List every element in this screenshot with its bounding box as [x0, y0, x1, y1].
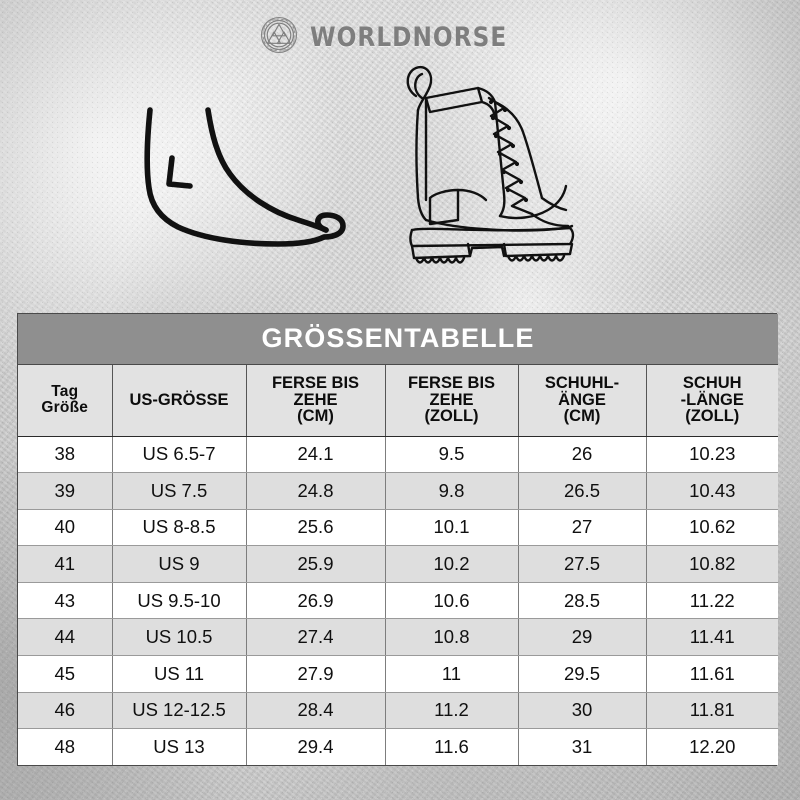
cell-r0-c2: 24.1 [246, 436, 386, 474]
cell-r3-c2: 25.9 [246, 545, 386, 583]
cell-r4-c3: 10.6 [385, 582, 519, 620]
column-header-3: FERSE BIS ZEHE (ZOLL) [385, 364, 519, 437]
cell-r2-c3: 10.1 [385, 509, 519, 547]
cell-r8-c5: 12.20 [646, 728, 779, 766]
cell-r3-c1: US 9 [112, 545, 247, 583]
table-row: 46 US 12-12.5 28.4 11.2 30 11.81 [18, 692, 779, 730]
column-header-row: Tag Größe US-GRÖSSE FERSE BIS ZEHE (CM) FERSE … [18, 364, 779, 437]
cell-r1-c2: 24.8 [246, 472, 386, 510]
table-row: 38 US 6.5-7 24.1 9.5 26 10.23 [18, 436, 779, 474]
illustration-row: FERSE BIS ZEHE SCHUHLÄNGE [0, 58, 800, 358]
cell-r2-c0: 40 [18, 509, 113, 547]
foot-side-profile-icon [138, 106, 356, 271]
cell-r6-c2: 27.9 [246, 655, 386, 693]
table-row: 40 US 8-8.5 25.6 10.1 27 10.62 [18, 509, 779, 547]
cell-r6-c0: 45 [18, 655, 113, 693]
cell-r6-c5: 11.61 [646, 655, 779, 693]
cell-r5-c3: 10.8 [385, 618, 519, 657]
table-row: 44 US 10.5 27.4 10.8 29 11.41 [18, 618, 779, 657]
cell-r2-c1: US 8-8.5 [112, 509, 247, 547]
cell-r7-c4: 30 [518, 692, 647, 730]
lace-up-combat-boot-icon [392, 58, 578, 279]
column-header-2: FERSE BIS ZEHE (CM) [246, 364, 386, 437]
size-table-body: 38 US 6.5-7 24.1 9.5 26 10.23 39 US 7.5 24.8 9.8 2… [18, 436, 779, 766]
cell-r8-c1: US 13 [112, 728, 247, 766]
size-table: GRÖSSENTABELLE Tag Größe US-GRÖSSE FERSE BI… [18, 314, 779, 766]
cell-r0-c3: 9.5 [385, 436, 519, 474]
cell-r5-c2: 27.4 [246, 618, 386, 657]
cell-r0-c1: US 6.5-7 [112, 436, 247, 474]
cell-r3-c3: 10.2 [385, 545, 519, 583]
table-row: 48 US 13 29.4 11.6 31 12.20 [18, 728, 779, 766]
cell-r4-c1: US 9.5-10 [112, 582, 247, 620]
cell-r3-c5: 10.82 [646, 545, 779, 583]
cell-r8-c0: 48 [18, 728, 113, 766]
cell-r7-c3: 11.2 [385, 692, 519, 730]
column-header-4: SCHUHL- ÄNGE (CM) [518, 364, 647, 437]
table-title-row: GRÖSSENTABELLE [18, 314, 779, 365]
cell-r3-c0: 41 [18, 545, 113, 583]
table-row: 39 US 7.5 24.8 9.8 26.5 10.43 [18, 472, 779, 510]
table-row: 41 US 9 25.9 10.2 27.5 10.82 [18, 545, 779, 583]
cell-r1-c0: 39 [18, 472, 113, 510]
cell-r0-c4: 26 [518, 436, 647, 474]
cell-r0-c0: 38 [18, 436, 113, 474]
cell-r2-c2: 25.6 [246, 509, 386, 547]
size-table-container: GRÖSSENTABELLE Tag Größe US-GRÖSSE FERSE BI… [17, 313, 779, 767]
cell-r2-c4: 27 [518, 509, 647, 547]
column-header-0: Tag Größe [18, 364, 113, 437]
cell-r6-c3: 11 [385, 655, 519, 693]
brand-name: WORLDNORSE [310, 21, 508, 53]
cell-r1-c4: 26.5 [518, 472, 647, 510]
column-header-1: US-GRÖSSE [112, 364, 247, 437]
cell-r1-c3: 9.8 [385, 472, 519, 510]
table-title: GRÖSSENTABELLE [18, 314, 779, 365]
cell-r0-c5: 10.23 [646, 436, 779, 474]
valknut-circle-knot-icon [260, 16, 298, 59]
cell-r7-c0: 46 [18, 692, 113, 730]
cell-r7-c1: US 12-12.5 [112, 692, 247, 730]
brand-header: WORLDNORSE [0, 14, 800, 60]
cell-r5-c0: 44 [18, 618, 113, 657]
cell-r1-c1: US 7.5 [112, 472, 247, 510]
cell-r8-c3: 11.6 [385, 728, 519, 766]
table-row: 43 US 9.5-10 26.9 10.6 28.5 11.22 [18, 582, 779, 620]
cell-r8-c2: 29.4 [246, 728, 386, 766]
cell-r2-c5: 10.62 [646, 509, 779, 547]
column-header-5: SCHUH -LÄNGE (ZOLL) [646, 364, 779, 437]
table-row: 45 US 11 27.9 11 29.5 11.61 [18, 655, 779, 693]
cell-r5-c4: 29 [518, 618, 647, 657]
cell-r4-c2: 26.9 [246, 582, 386, 620]
cell-r3-c4: 27.5 [518, 545, 647, 583]
cell-r4-c4: 28.5 [518, 582, 647, 620]
cell-r1-c5: 10.43 [646, 472, 779, 510]
cell-r7-c5: 11.81 [646, 692, 779, 730]
cell-r5-c1: US 10.5 [112, 618, 247, 657]
cell-r6-c1: US 11 [112, 655, 247, 693]
cell-r6-c4: 29.5 [518, 655, 647, 693]
cell-r8-c4: 31 [518, 728, 647, 766]
cell-r7-c2: 28.4 [246, 692, 386, 730]
cell-r4-c5: 11.22 [646, 582, 779, 620]
cell-r4-c0: 43 [18, 582, 113, 620]
cell-r5-c5: 11.41 [646, 618, 779, 657]
